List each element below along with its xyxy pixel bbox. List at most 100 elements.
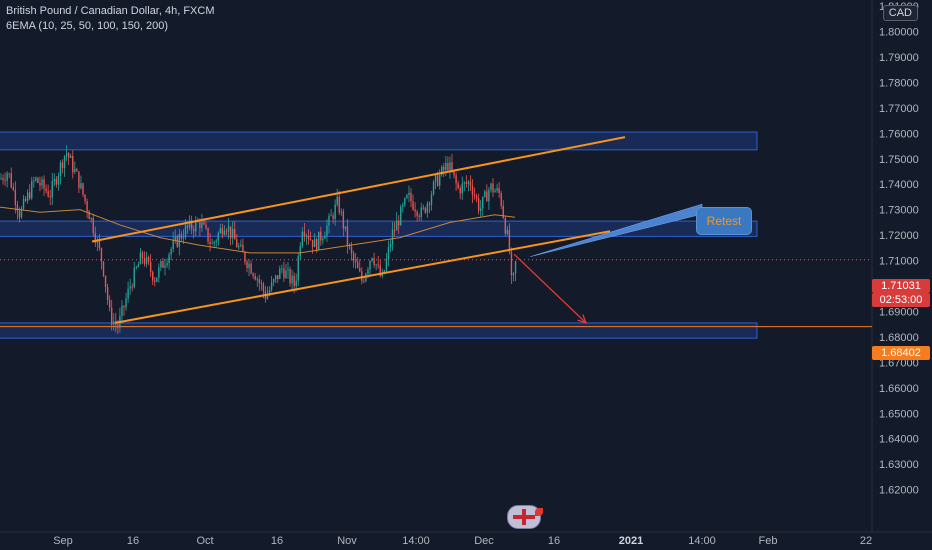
maple-leaf-icon xyxy=(535,508,543,516)
candle-body xyxy=(455,175,457,184)
sr-zone-1[interactable] xyxy=(0,131,758,151)
candle-body xyxy=(102,261,105,276)
time-tick-label: 14:00 xyxy=(688,535,716,547)
symbol-title[interactable]: British Pound / Canadian Dollar, 4h, FXC… xyxy=(6,5,215,17)
indicator-label[interactable]: 6EMA (10, 25, 50, 100, 150, 200) xyxy=(6,20,169,32)
candle-body xyxy=(8,173,10,175)
union-jack-logo-icon[interactable] xyxy=(507,505,543,529)
candle-body xyxy=(352,253,355,261)
price-tick-label: 1.63000 xyxy=(879,459,919,471)
candle-body xyxy=(14,189,17,205)
candle-body xyxy=(37,177,39,183)
time-axis[interactable]: Sep 16 Oct 16 Nov 14:00 Dec 16 2021 14:00 Feb 22 xyxy=(0,532,872,550)
candle-body xyxy=(305,235,308,237)
candle-body xyxy=(127,288,129,299)
candle-body xyxy=(459,188,461,194)
candle-body xyxy=(395,220,398,231)
candle-body xyxy=(113,321,115,325)
candle-body xyxy=(121,305,123,316)
candle-body xyxy=(246,261,248,268)
candle-body xyxy=(53,178,55,182)
candle-body xyxy=(432,181,435,195)
price-tick-label: 1.73000 xyxy=(879,205,919,217)
candle-body xyxy=(346,226,349,245)
candle-body xyxy=(154,280,156,282)
candle-body xyxy=(12,187,14,190)
time-tick-label: 14:00 xyxy=(402,535,430,547)
candle-body xyxy=(494,190,496,193)
candle-body xyxy=(86,201,88,212)
projection-arrow[interactable] xyxy=(513,253,587,324)
candle-body xyxy=(420,207,422,217)
candle-body xyxy=(199,221,201,228)
candle-body xyxy=(272,279,275,283)
candle-body xyxy=(74,169,76,173)
candle-body xyxy=(178,234,181,247)
candle-body xyxy=(369,260,371,270)
candle-body xyxy=(160,261,162,268)
candle-body xyxy=(279,268,281,279)
candle-body xyxy=(244,252,246,262)
candle-body xyxy=(328,215,330,226)
price-tick-label: 1.75000 xyxy=(879,154,919,166)
candle-body xyxy=(336,196,338,205)
candle-body xyxy=(111,307,113,325)
candle-body xyxy=(141,252,144,258)
candle-body xyxy=(76,169,78,172)
candle-body xyxy=(488,189,490,202)
price-tick-label: 1.67000 xyxy=(879,357,919,369)
candle-body xyxy=(238,246,240,248)
candle-body xyxy=(94,233,96,243)
candle-body xyxy=(84,194,86,202)
price-tick-label: 1.78000 xyxy=(879,77,919,89)
candle-body xyxy=(338,196,340,213)
candle-body xyxy=(166,263,168,266)
candle-body xyxy=(258,279,260,283)
candle-body xyxy=(260,282,263,284)
candle-body xyxy=(217,233,219,241)
candle-body xyxy=(215,240,217,242)
price-tick-label: 1.69000 xyxy=(879,306,919,318)
candle-body xyxy=(377,264,379,266)
candle-body xyxy=(514,261,517,274)
retest-callout[interactable]: Retest xyxy=(696,207,752,235)
candle-body xyxy=(80,183,82,189)
candle-body xyxy=(322,238,324,241)
price-tick-label: 1.68000 xyxy=(879,332,919,344)
candle-body xyxy=(285,270,287,279)
candle-body xyxy=(65,153,68,156)
candle-body xyxy=(174,236,176,241)
candle-body xyxy=(133,267,135,288)
candle-body xyxy=(164,265,166,268)
candle-body xyxy=(266,294,269,299)
candle-body xyxy=(471,186,474,195)
candle-body xyxy=(293,275,295,287)
candle-body xyxy=(373,257,375,265)
candle-body xyxy=(195,220,197,232)
candle-body xyxy=(498,188,500,194)
candle-body xyxy=(252,273,254,276)
candle-body xyxy=(316,239,318,250)
candle-body xyxy=(254,275,256,280)
candle-body xyxy=(385,258,388,271)
candle-body xyxy=(213,241,215,244)
candle-body xyxy=(350,246,353,254)
candle-body xyxy=(24,198,27,201)
candle-body xyxy=(45,188,47,192)
candle-body xyxy=(412,201,414,210)
candle-body xyxy=(219,228,222,234)
price-tick-label: 1.79000 xyxy=(879,52,919,64)
candle-body xyxy=(176,236,178,247)
candle-body xyxy=(393,229,396,231)
candle-body xyxy=(158,267,160,278)
candle-body xyxy=(240,244,242,247)
candle-body xyxy=(354,260,357,263)
channel-lower-line[interactable] xyxy=(114,230,611,324)
price-tick-label: 1.66000 xyxy=(879,383,919,395)
currency-badge[interactable]: CAD xyxy=(882,5,918,21)
channel-upper-line[interactable] xyxy=(91,136,626,243)
candle-body xyxy=(387,246,390,259)
candle-body xyxy=(449,162,451,171)
